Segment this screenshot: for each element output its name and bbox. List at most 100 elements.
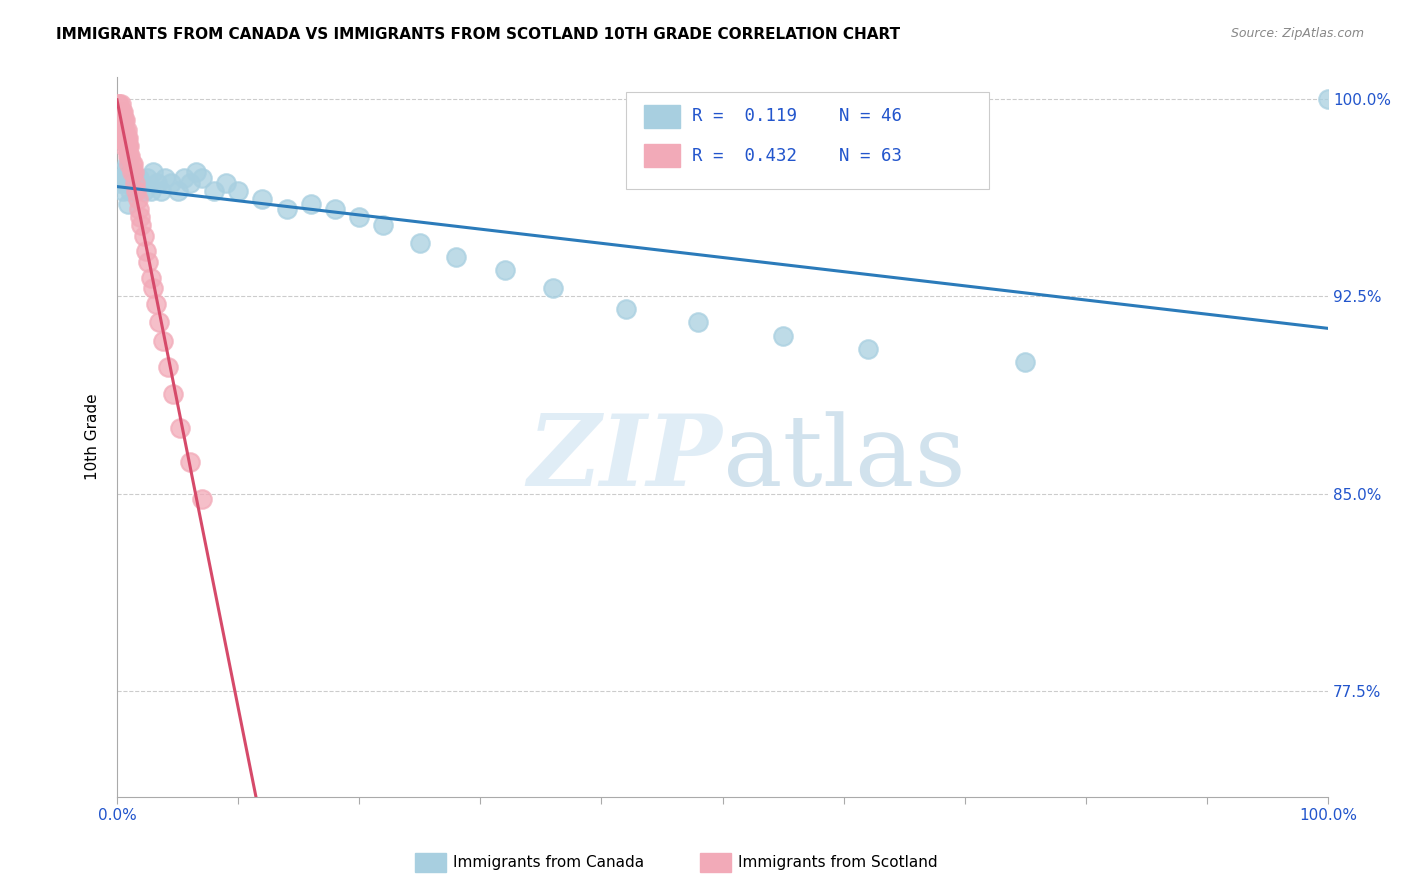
Point (121, 170, 143, 185)
Point (111, 112, 134, 127)
Point (128, 170, 150, 185)
Point (148, 315, 170, 329)
Point (108, 131, 131, 145)
Point (215, 176, 238, 190)
Point (190, 170, 212, 185)
Text: Immigrants from Scotland: Immigrants from Scotland (738, 855, 938, 870)
Point (190, 491, 212, 506)
Point (128, 202, 150, 216)
Point (108, 176, 131, 190)
Point (117, 149, 139, 163)
Point (162, 386, 184, 401)
Point (124, 176, 146, 190)
Point (202, 184, 225, 198)
Point (276, 202, 298, 216)
Point (444, 250, 467, 264)
Point (110, 104, 132, 119)
Point (110, 131, 132, 145)
Point (117, 131, 139, 145)
Point (115, 139, 138, 153)
FancyBboxPatch shape (644, 145, 681, 168)
Point (772, 328, 794, 343)
Point (156, 360, 179, 375)
Point (614, 302, 637, 317)
Text: Source: ZipAtlas.com: Source: ZipAtlas.com (1230, 27, 1364, 40)
Point (135, 244, 157, 259)
Text: IMMIGRANTS FROM CANADA VS IMMIGRANTS FROM SCOTLAND 10TH GRADE CORRELATION CHART: IMMIGRANTS FROM CANADA VS IMMIGRANTS FRO… (56, 27, 900, 42)
Point (112, 131, 135, 145)
Point (114, 123, 136, 137)
Point (111, 104, 134, 119)
Point (155, 170, 177, 185)
Point (138, 255, 160, 269)
Point (142, 165, 165, 179)
Point (139, 184, 162, 198)
Text: atlas: atlas (723, 410, 966, 507)
Y-axis label: 10th Grade: 10th Grade (86, 393, 100, 481)
Point (121, 157, 143, 171)
Text: R =  0.119    N = 46: R = 0.119 N = 46 (692, 107, 903, 125)
Point (121, 165, 143, 179)
Point (120, 184, 142, 198)
Point (107, 112, 129, 127)
Point (541, 281, 564, 295)
Point (173, 170, 195, 185)
Point (112, 112, 135, 127)
Point (112, 170, 135, 185)
Point (129, 218, 152, 232)
Point (146, 176, 169, 190)
Text: ZIP: ZIP (527, 410, 723, 507)
Point (122, 165, 145, 179)
Point (179, 455, 201, 469)
Point (121, 157, 143, 171)
Point (117, 139, 139, 153)
Point (323, 202, 346, 216)
Point (107, 104, 129, 119)
FancyBboxPatch shape (626, 92, 988, 189)
Point (166, 184, 188, 198)
Point (110, 96, 132, 111)
Point (160, 176, 183, 190)
Point (139, 270, 162, 285)
Point (112, 139, 135, 153)
Point (136, 170, 159, 185)
Point (127, 192, 149, 206)
Point (115, 123, 138, 137)
Point (184, 165, 207, 179)
Point (115, 157, 138, 171)
Point (226, 184, 249, 198)
Text: Immigrants from Canada: Immigrants from Canada (453, 855, 644, 870)
Point (115, 131, 138, 145)
Point (252, 192, 274, 206)
Point (114, 176, 136, 190)
Text: R =  0.432    N = 63: R = 0.432 N = 63 (692, 147, 903, 165)
Point (145, 297, 167, 311)
Point (132, 184, 155, 198)
Point (107, 96, 129, 111)
Point (111, 165, 134, 179)
Point (179, 176, 201, 190)
Point (118, 157, 141, 171)
Point (169, 421, 191, 435)
Point (142, 281, 165, 295)
Point (152, 334, 174, 348)
Point (347, 210, 370, 224)
Point (111, 131, 134, 145)
Point (149, 184, 172, 198)
Point (132, 228, 155, 243)
Point (111, 123, 134, 137)
Point (108, 104, 131, 119)
Point (110, 123, 132, 137)
Point (111, 131, 134, 145)
Point (118, 149, 141, 163)
Point (110, 170, 132, 185)
Point (125, 184, 148, 198)
Point (1317, 91, 1340, 105)
Point (118, 139, 141, 153)
Point (1014, 355, 1036, 369)
Point (112, 123, 135, 137)
Point (111, 123, 134, 137)
Point (111, 184, 134, 198)
Point (117, 197, 139, 211)
Point (409, 236, 432, 251)
